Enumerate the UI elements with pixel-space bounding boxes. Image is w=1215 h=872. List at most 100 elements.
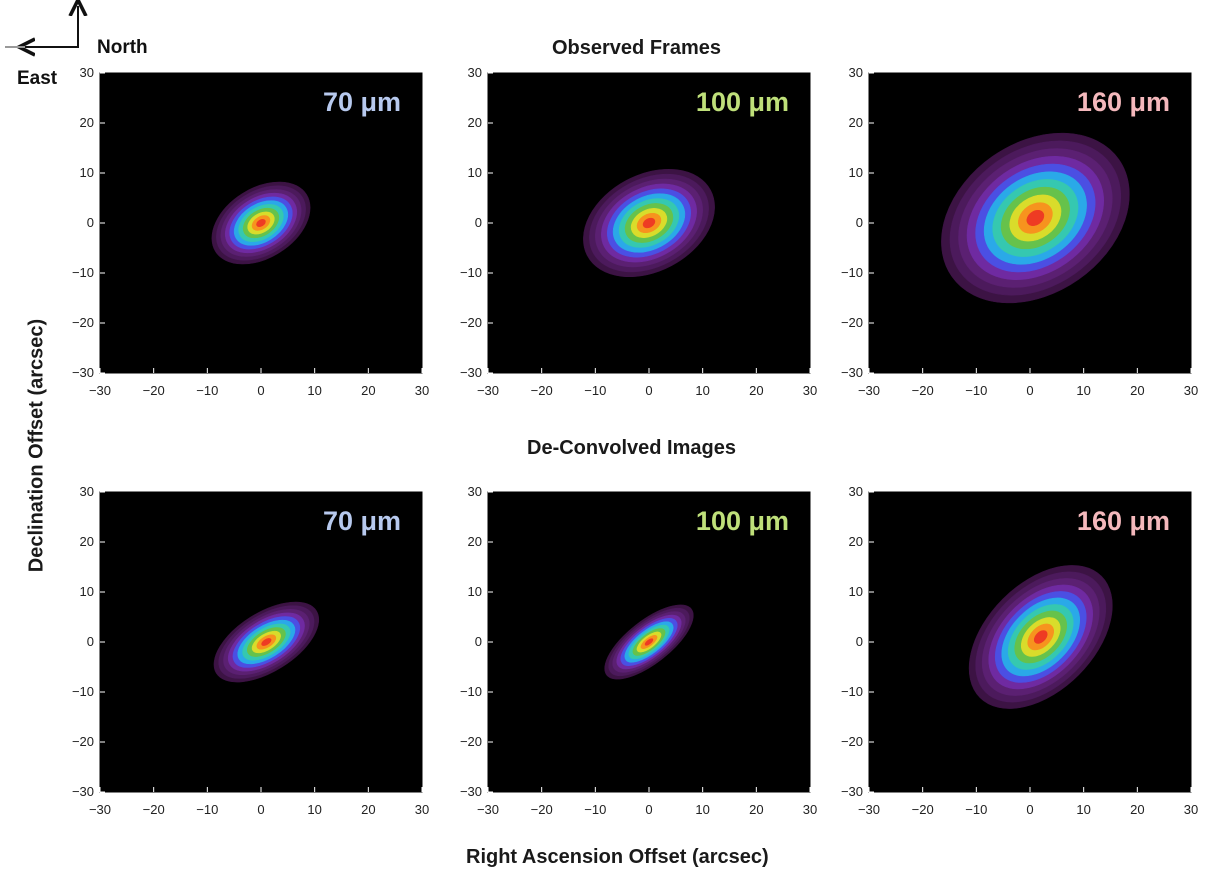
contour-level-11	[1033, 630, 1048, 644]
y-tick-label: −10	[841, 684, 863, 699]
x-tick-label: 30	[1184, 802, 1198, 817]
contour-level-11	[642, 217, 656, 229]
y-tick-label: 20	[468, 115, 482, 130]
y-tick-label: −10	[460, 265, 482, 280]
y-tick-label: 0	[475, 634, 482, 649]
x-tick-label: −10	[965, 383, 987, 398]
x-tick-label: 20	[1130, 802, 1144, 817]
y-tick-label: 30	[468, 68, 482, 80]
chart-observed-160: −30 −20 −10 0 10 20 30 −30 −20 −10 0 10 20 30 160 μm	[841, 68, 1198, 398]
y-tick-label: −10	[72, 684, 94, 699]
y-tick-label: −30	[841, 784, 863, 799]
wavelength-label: 70 μm	[323, 87, 401, 117]
x-tick-label: −20	[912, 383, 934, 398]
wavelength-label: 160 μm	[1077, 87, 1170, 117]
x-tick-label: −20	[143, 383, 165, 398]
wavelength-label: 70 μm	[323, 506, 401, 536]
x-tick-label: 10	[1076, 383, 1090, 398]
y-tick-label: −10	[841, 265, 863, 280]
x-tick-label: 0	[257, 802, 264, 817]
y-tick-label: 30	[849, 487, 863, 499]
compass-arrows-icon	[5, 0, 95, 90]
chart-deconvolved-160: −30 −20 −10 0 10 20 30 −30 −20 −10 0 10 20 30 160 μm	[841, 487, 1198, 817]
wavelength-label: 100 μm	[696, 506, 789, 536]
observed-frames-title: Observed Frames	[552, 37, 721, 59]
x-tick-label: 10	[1076, 802, 1090, 817]
x-tick-label: −30	[477, 802, 499, 817]
chart-observed-100: −30 −20 −10 0 10 20 30 −30 −20 −10 0 10 20 30 100 μm	[460, 68, 817, 398]
chart-observed-70: −30 −20 −10 0 10 20 30 −30 −20 −10 0 10 20 30 70 μm	[72, 68, 429, 398]
x-tick-label: −10	[196, 802, 218, 817]
x-tick-label: 10	[307, 802, 321, 817]
contour-group	[583, 168, 715, 278]
y-tick-label: −30	[460, 365, 482, 380]
y-tick-label: −30	[72, 784, 94, 799]
x-tick-label: 20	[361, 383, 375, 398]
y-tick-label: −20	[460, 734, 482, 749]
y-tick-label: 20	[80, 534, 94, 549]
x-tick-label: 30	[803, 802, 817, 817]
y-tick-label: 20	[468, 534, 482, 549]
contour-group	[968, 565, 1113, 709]
x-tick-label: 0	[1026, 383, 1033, 398]
x-tick-label: 10	[695, 802, 709, 817]
contour-group	[213, 601, 320, 683]
compass-east-label: East	[17, 68, 58, 89]
compass-north-label: North	[97, 37, 148, 58]
y-tick-label: −30	[841, 365, 863, 380]
y-tick-label: 20	[849, 115, 863, 130]
x-tick-label: −30	[89, 383, 111, 398]
y-tick-label: −30	[72, 365, 94, 380]
wavelength-label: 160 μm	[1077, 506, 1170, 536]
deconvolved-images-title: De-Convolved Images	[527, 437, 736, 459]
contour-level-11	[1026, 210, 1045, 226]
chart-deconvolved-70: −30 −20 −10 0 10 20 30 −30 −20 −10 0 10 20 30 70 μm	[72, 487, 429, 817]
chart-deconvolved-100: −30 −20 −10 0 10 20 30 −30 −20 −10 0 10 20 30 100 μm	[460, 487, 817, 817]
x-axis-label: Right Ascension Offset (arcsec)	[466, 846, 769, 868]
x-tick-label: −30	[858, 802, 880, 817]
y-tick-label: 10	[849, 584, 863, 599]
wavelength-label: 100 μm	[696, 87, 789, 117]
x-tick-label: 30	[415, 802, 429, 817]
x-tick-label: 30	[415, 383, 429, 398]
y-tick-label: −30	[460, 784, 482, 799]
y-tick-label: −20	[841, 315, 863, 330]
x-tick-label: −30	[89, 802, 111, 817]
x-tick-label: 20	[749, 802, 763, 817]
x-tick-label: −20	[531, 383, 553, 398]
y-tick-label: 30	[80, 487, 94, 499]
x-tick-label: −20	[912, 802, 934, 817]
x-tick-label: 0	[257, 383, 264, 398]
contour-group	[604, 604, 694, 680]
y-tick-label: −10	[460, 684, 482, 699]
x-tick-label: −20	[143, 802, 165, 817]
x-tick-label: 30	[803, 383, 817, 398]
y-tick-label: 10	[80, 165, 94, 180]
x-tick-label: −30	[477, 383, 499, 398]
y-tick-label: −20	[72, 315, 94, 330]
x-tick-label: 20	[361, 802, 375, 817]
x-tick-label: −10	[965, 802, 987, 817]
y-tick-label: 30	[468, 487, 482, 499]
y-tick-label: 0	[856, 215, 863, 230]
contour-level-11	[256, 218, 266, 228]
y-tick-label: 0	[856, 634, 863, 649]
y-tick-label: 10	[849, 165, 863, 180]
y-tick-label: −20	[841, 734, 863, 749]
x-tick-label: 0	[1026, 802, 1033, 817]
y-tick-label: 30	[849, 68, 863, 80]
y-tick-label: 30	[80, 68, 94, 80]
contour-level-11	[644, 638, 654, 646]
x-tick-label: 10	[307, 383, 321, 398]
y-tick-label: 20	[80, 115, 94, 130]
y-tick-label: 10	[80, 584, 94, 599]
x-tick-label: −30	[858, 383, 880, 398]
x-tick-label: 20	[1130, 383, 1144, 398]
contour-group	[211, 181, 311, 265]
contour-group	[941, 132, 1130, 304]
x-tick-label: −10	[584, 383, 606, 398]
x-tick-label: −10	[196, 383, 218, 398]
x-tick-label: 0	[645, 802, 652, 817]
y-tick-label: 20	[849, 534, 863, 549]
x-tick-label: −10	[584, 802, 606, 817]
